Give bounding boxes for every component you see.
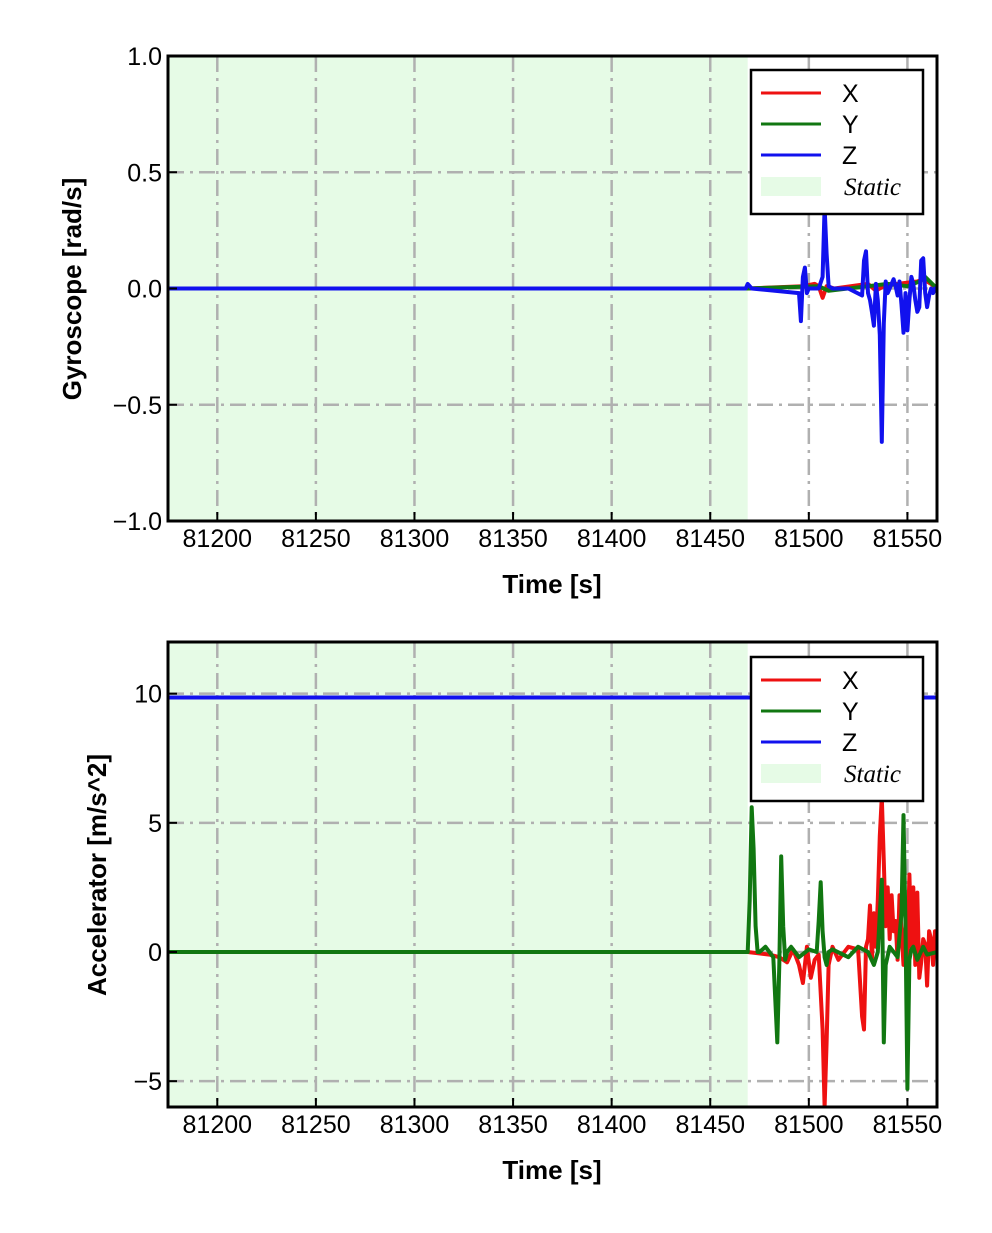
accelerator-panel: 81200 81250 81300 81350 81400 81450 81500 81550… (82, 640, 943, 1185)
y-tick-label: 1.0 (127, 43, 162, 71)
x-tick-label: 81550 (873, 525, 943, 553)
legend-label-x: X (842, 667, 859, 695)
x-tick-label: 81250 (281, 1111, 351, 1139)
x-tick-label: 81400 (577, 525, 647, 553)
static-region (168, 642, 748, 1107)
legend: X Y Z Static (749, 655, 925, 803)
series-line-z (168, 205, 937, 444)
x-axis-label: Time [s] (502, 1155, 601, 1185)
y-tick-label: −1.0 (113, 508, 162, 536)
x-tick-label: 81350 (478, 1111, 548, 1139)
series-line-y (168, 805, 937, 1091)
x-tick-label: 81300 (380, 1111, 450, 1139)
y-axis-label: Gyroscope [rad/s] (57, 178, 87, 401)
x-tick-label: 81350 (478, 525, 548, 553)
series-line-x (168, 795, 937, 1107)
x-tick-label: 81200 (183, 1111, 253, 1139)
y-tick-label: 0.5 (127, 159, 162, 187)
series-group (168, 205, 937, 444)
x-tick-label: 81250 (281, 525, 351, 553)
gyroscope-panel: 81200 81250 81300 81350 81400 81450 81500 81550… (57, 43, 942, 599)
legend-label-y: Y (842, 698, 859, 726)
y-tick-label: −5 (133, 1068, 162, 1096)
y-tick-labels: −1.0 −0.5 0.0 0.5 1.0 (113, 43, 162, 536)
x-tick-label: 81400 (577, 1111, 647, 1139)
legend-label-static: Static (844, 761, 901, 788)
x-tick-labels: 81200 81250 81300 81350 81400 81450 81500 81550 (183, 1111, 943, 1139)
y-axis-label: Accelerator [m/s^2] (82, 754, 112, 996)
x-tick-label: 81550 (873, 1111, 943, 1139)
tick-marks (168, 55, 909, 522)
legend-label-x: X (842, 80, 859, 108)
x-tick-label: 81200 (183, 525, 253, 553)
y-tick-label: 10 (134, 681, 162, 709)
legend-label-z: Z (842, 729, 857, 757)
legend-label-y: Y (842, 111, 859, 139)
legend-static-patch (761, 764, 821, 783)
plot-frame (166, 640, 939, 1109)
legend-static-patch (761, 177, 821, 196)
legend: X Y Z Static (749, 68, 925, 216)
x-tick-label: 81450 (675, 525, 745, 553)
tick-marks (168, 692, 909, 1107)
x-axis-label: Time [s] (502, 569, 601, 599)
y-tick-label: 0 (148, 939, 162, 967)
x-tick-label: 81300 (380, 525, 450, 553)
legend-label-static: Static (844, 174, 901, 201)
x-tick-labels: 81200 81250 81300 81350 81400 81450 81500 81550 (183, 525, 943, 553)
x-tick-label: 81500 (774, 1111, 844, 1139)
y-tick-label: 5 (148, 810, 162, 838)
y-tick-label: 0.0 (127, 276, 162, 304)
x-tick-label: 81450 (675, 1111, 745, 1139)
legend-label-z: Z (842, 142, 857, 170)
y-tick-label: −0.5 (113, 392, 162, 420)
x-tick-label: 81500 (774, 525, 844, 553)
y-tick-labels: −5 0 5 10 (133, 681, 162, 1096)
